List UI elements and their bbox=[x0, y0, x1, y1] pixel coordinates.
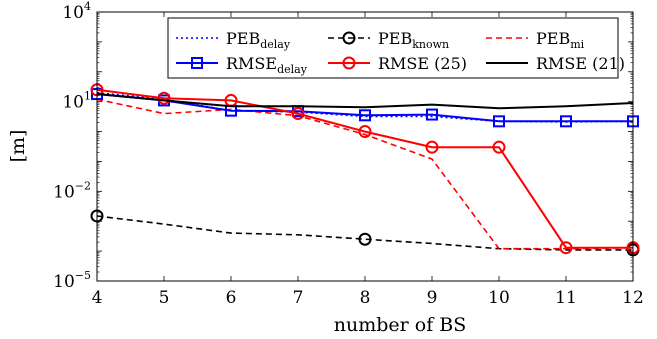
legend-entry-peb_delay: PEBdelay bbox=[176, 29, 291, 51]
series-line-peb_mi bbox=[96, 98, 634, 250]
y-tick-label: 10−5 bbox=[53, 269, 91, 292]
x-axis-label: number of BS bbox=[334, 314, 467, 336]
x-tick-label: 10 bbox=[488, 288, 510, 308]
legend-entry-rmse_21: RMSE (21) bbox=[486, 54, 625, 73]
legend-label-peb_mi: PEBmi bbox=[536, 29, 585, 51]
legend-label-peb_known: PEBknown bbox=[378, 29, 449, 51]
legend-entry-peb_known: PEBknown bbox=[328, 29, 449, 51]
marker-rmse_25 bbox=[358, 125, 372, 139]
series-line-rmse_delay bbox=[96, 93, 633, 123]
x-tick-label: 9 bbox=[427, 288, 438, 308]
legend-entry-rmse_25: RMSE (25) bbox=[328, 54, 467, 73]
marker-rmse_25 bbox=[157, 91, 171, 105]
legend-entry-rmse_delay: RMSEdelay bbox=[176, 54, 308, 76]
axes: 4 5 6 7 8 9 10 11 12 10−5 10−2 101 104 bbox=[53, 0, 644, 308]
y-tick-label: 10−2 bbox=[53, 179, 91, 202]
legend-marker-peb_known bbox=[342, 31, 356, 45]
legend-label-peb_delay: PEBdelay bbox=[226, 29, 291, 51]
marker-rmse_delay bbox=[493, 115, 505, 128]
legend-marker-rmse_25 bbox=[342, 56, 356, 70]
series-layer bbox=[90, 83, 640, 257]
y-tick-label: 104 bbox=[62, 0, 91, 23]
legend: PEBdelay PEBknown PEBmi RMSEdelay RMSE (25) R… bbox=[167, 17, 625, 79]
x-tick-label: 5 bbox=[159, 288, 170, 308]
series-line-rmse_25 bbox=[96, 88, 633, 249]
legend-marker-rmse_delay bbox=[191, 57, 203, 69]
marker-rmse_25 bbox=[559, 241, 573, 255]
series-rmse_25 bbox=[90, 83, 640, 255]
marker-rmse_delay bbox=[359, 109, 371, 122]
y-axis-label: [m] bbox=[7, 130, 29, 163]
x-tick-label: 4 bbox=[92, 288, 103, 308]
x-tick-label: 12 bbox=[622, 288, 644, 308]
marker-rmse_25 bbox=[425, 140, 439, 154]
legend-entry-peb_mi: PEBmi bbox=[486, 29, 585, 51]
marker-rmse_25 bbox=[291, 107, 305, 121]
x-tick-label: 11 bbox=[555, 288, 577, 308]
marker-rmse_delay bbox=[426, 108, 438, 121]
marker-rmse_25 bbox=[492, 140, 506, 154]
legend-label-rmse_21: RMSE (21) bbox=[536, 54, 625, 73]
legend-label-rmse_delay: RMSEdelay bbox=[226, 54, 308, 76]
y-tick-label: 101 bbox=[62, 90, 91, 113]
series-line-peb_known bbox=[96, 215, 633, 251]
series-line-rmse_21 bbox=[96, 93, 634, 110]
series-rmse_21 bbox=[96, 93, 634, 110]
marker-rmse_delay bbox=[560, 115, 572, 128]
legend-box bbox=[167, 17, 619, 79]
x-tick-label: 7 bbox=[293, 288, 304, 308]
x-tick-label: 8 bbox=[360, 288, 371, 308]
marker-peb_known bbox=[358, 232, 372, 246]
legend-label-rmse_25: RMSE (25) bbox=[378, 54, 467, 73]
x-tick-label: 6 bbox=[226, 288, 237, 308]
series-peb_mi bbox=[96, 98, 634, 250]
